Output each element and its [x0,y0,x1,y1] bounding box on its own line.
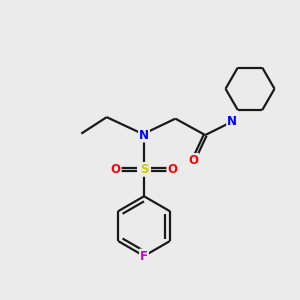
Text: O: O [111,163,121,176]
Text: O: O [167,163,177,176]
Text: S: S [140,163,148,176]
Text: F: F [140,250,148,262]
Text: N: N [227,115,237,128]
Text: N: N [139,129,149,142]
Text: O: O [188,154,198,167]
